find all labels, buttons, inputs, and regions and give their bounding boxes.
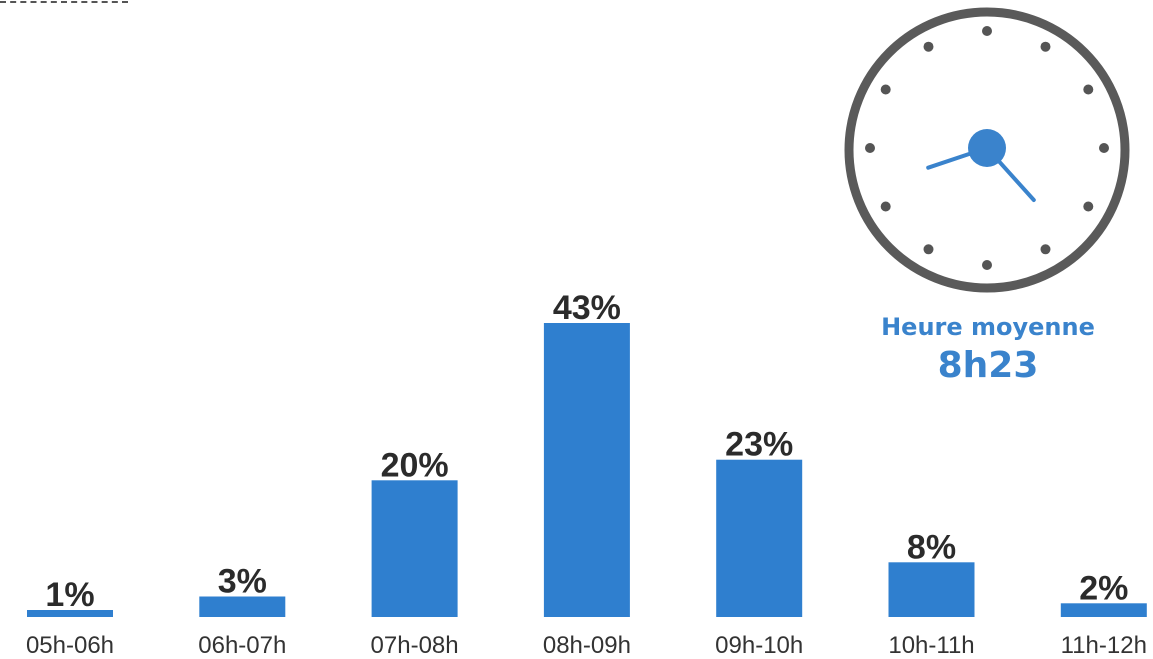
clock-dot (982, 26, 992, 36)
value-label-05h-06h: 1% (45, 576, 94, 614)
bar-06h-07h (199, 596, 286, 617)
average-time-value: 8h23 (937, 345, 1039, 386)
clock-dot (1083, 84, 1094, 95)
clock-dot (982, 260, 992, 270)
bar-07h-08h (371, 480, 458, 617)
value-labels-layer: 1% 3% 20% 43% 23% 8% 2% (45, 289, 1128, 614)
tick-label-06h-07h: 06h-07h (198, 632, 286, 659)
tick-label-05h-06h: 05h-06h (26, 632, 114, 659)
clock-dot (1099, 143, 1109, 153)
clock-dot (1040, 244, 1051, 255)
clock-dot (923, 41, 934, 52)
clock-dot (1040, 41, 1051, 52)
bar-05h-06h (27, 610, 113, 617)
tick-label-09h-10h: 09h-10h (715, 632, 803, 659)
average-time-block: Heure moyenne 8h23 (848, 310, 1128, 388)
clock-dot (1083, 201, 1094, 212)
bars-layer (27, 323, 1147, 617)
bar-08h-09h (543, 323, 630, 617)
clock-dot (923, 244, 934, 255)
clock-dots (865, 26, 1109, 270)
tick-label-10h-11h: 10h-11h (888, 632, 974, 659)
tick-label-08h-09h: 08h-09h (543, 632, 631, 659)
tick-label-07h-08h: 07h-08h (371, 632, 459, 659)
clock-icon (844, 7, 1130, 293)
clock-ring (844, 7, 1130, 293)
tick-labels-layer: 05h-06h 06h-07h 07h-08h 08h-09h 09h-10h 10h-1… (26, 632, 1147, 659)
value-label-11h-12h: 2% (1079, 569, 1128, 607)
clock-dot (880, 84, 891, 95)
bar-10h-11h (888, 562, 975, 617)
value-label-10h-11h: 8% (907, 528, 956, 566)
bar-11h-12h (1060, 603, 1147, 617)
clock-hub (968, 129, 1006, 167)
tick-label-11h-12h: 11h-12h (1061, 632, 1147, 659)
clock-dot (865, 143, 875, 153)
clock-dot (880, 201, 891, 212)
value-label-08h-09h: 43% (553, 289, 621, 327)
average-time-label: Heure moyenne (881, 313, 1095, 341)
bar-09h-10h (716, 459, 803, 617)
value-label-06h-07h: 3% (218, 563, 267, 601)
corner-mark (0, 0, 128, 3)
value-label-09h-10h: 23% (725, 426, 793, 464)
value-label-07h-08h: 20% (381, 446, 449, 484)
